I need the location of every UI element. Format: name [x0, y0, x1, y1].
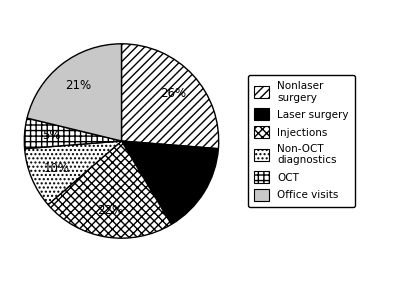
- Wedge shape: [25, 141, 122, 205]
- Text: 5%: 5%: [43, 129, 61, 142]
- Wedge shape: [122, 141, 218, 224]
- Text: 21%: 21%: [65, 80, 91, 92]
- Wedge shape: [24, 118, 122, 149]
- Text: 22%: 22%: [97, 204, 124, 217]
- Text: 15%: 15%: [168, 171, 194, 184]
- Wedge shape: [27, 44, 122, 141]
- Text: 10%: 10%: [44, 162, 70, 175]
- Wedge shape: [48, 141, 171, 238]
- Text: 26%: 26%: [160, 87, 186, 100]
- Legend: Nonlaser
surgery, Laser surgery, Injections, Non-OCT
diagnostics, OCT, Office vi: Nonlaser surgery, Laser surgery, Injecti…: [248, 75, 355, 207]
- Wedge shape: [122, 44, 219, 149]
